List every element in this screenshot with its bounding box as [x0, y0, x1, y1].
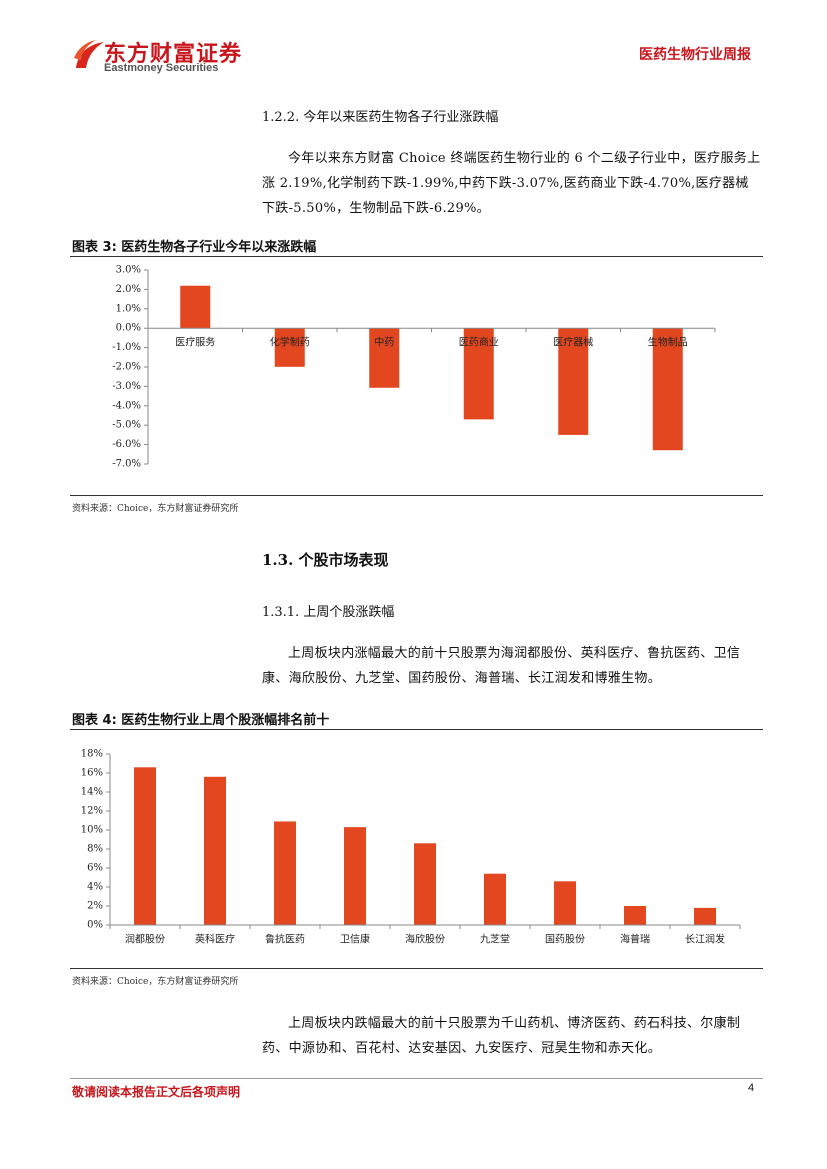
- footer-rule: [70, 1078, 763, 1079]
- x-tick-label: 润都股份: [125, 933, 165, 946]
- y-tick-label: -4.0%: [112, 400, 141, 411]
- y-tick-label: 2%: [87, 901, 103, 912]
- y-tick-label: 14%: [81, 787, 103, 798]
- chart: 3.0% 2.0% 1.0% 0.0% -1.0% -2.0% -3.0% -4.0% -5.0…: [112, 265, 716, 470]
- x-tick-label: 国药股份: [545, 934, 585, 946]
- bar: [652, 328, 683, 451]
- bar: [134, 767, 156, 925]
- y-tick-label: -7.0%: [112, 459, 141, 470]
- y-tick-label: -1.0%: [112, 342, 141, 353]
- y-tick-label: 4%: [87, 882, 103, 893]
- y-tick-label: -3.0%: [112, 381, 141, 392]
- source-note: 资料来源：Choice，东方财富证券研究所: [72, 977, 239, 987]
- section-heading: 1.2.2. 今年以来医药生物各子行业涨跌幅: [262, 110, 499, 125]
- x-tick-label: 医药商业: [459, 336, 499, 349]
- x-tick-label: 医疗服务: [175, 336, 215, 349]
- y-tick-label: 16%: [81, 768, 103, 779]
- y-tick-label: 10%: [81, 825, 103, 836]
- x-tick-label: 鲁抗医药: [265, 933, 305, 946]
- x-tick-label: 九芝堂: [480, 933, 510, 946]
- disclaimer: 敬请阅读本报告正文后各项声明: [72, 1085, 241, 1099]
- section-heading: 1.3. 个股市场表现: [262, 551, 389, 569]
- y-tick-label: 1.0%: [116, 303, 141, 314]
- y-tick-label: -6.0%: [112, 439, 141, 450]
- y-tick-label: 6%: [87, 863, 103, 874]
- logo-en: Eastmoney Securities: [104, 62, 219, 74]
- y-tick-label: 8%: [87, 844, 103, 855]
- bar: [463, 328, 494, 420]
- report-type: 医药生物行业周报: [639, 47, 751, 63]
- x-tick-label: 海普瑞: [620, 933, 650, 946]
- bar: [484, 873, 506, 925]
- bar: [274, 328, 305, 367]
- bar: [554, 881, 576, 925]
- bar: [274, 821, 296, 925]
- x-tick-label: 海欣股份: [405, 933, 445, 946]
- x-tick-label: 中药: [374, 336, 394, 349]
- x-tick-label: 英科医疗: [195, 933, 235, 946]
- figure-rule: [70, 495, 763, 496]
- figure-caption: 图表 4: 医药生物行业上周个股涨幅排名前十: [72, 713, 330, 728]
- y-tick-label: 18%: [81, 749, 103, 760]
- paragraph: 今年以来东方财富 Choice 终端医药生物行业的 6 个二级子行业中，医疗服务…: [262, 151, 761, 216]
- bar: [204, 776, 226, 925]
- y-tick-label: 0.0%: [116, 323, 141, 334]
- section-heading: 1.3.1. 上周个股涨跌幅: [262, 605, 395, 620]
- x-tick-label: 生物制品: [648, 336, 688, 349]
- bar: [369, 328, 400, 388]
- paragraph: 上周板块内跌幅最大的前十只股票为千山药机、博济医药、药石科技、尔康制药、中源协和…: [262, 1016, 741, 1056]
- bar: [344, 827, 366, 925]
- y-tick-label: 0%: [87, 920, 103, 931]
- chart: 0% 2% 4% 6% 8% 10% 12% 14% 16% 18% 润都股份 英科医疗 鲁抗医药 卫信康…: [81, 749, 741, 946]
- source-note: 资料来源：Choice，东方财富证券研究所: [72, 504, 239, 514]
- page-number: 4: [748, 1082, 755, 1094]
- bar: [624, 906, 646, 925]
- bar: [414, 843, 436, 925]
- caption-rule: [70, 256, 763, 257]
- x-tick-label: 长江润发: [685, 933, 725, 946]
- logo-cn: 东方财富证券: [104, 42, 243, 67]
- figure-caption: 图表 3: 医药生物各子行业今年以来涨跌幅: [72, 240, 317, 255]
- y-tick-label: -2.0%: [112, 362, 141, 373]
- x-tick-label: 化学制药: [270, 336, 310, 349]
- y-tick-label: -5.0%: [112, 420, 141, 431]
- bar: [694, 907, 716, 925]
- bar: [558, 328, 589, 435]
- x-tick-label: 医疗器械: [553, 336, 593, 349]
- bar: [180, 285, 211, 329]
- paragraph: 上周板块内涨幅最大的前十只股票为海润都股份、英科医疗、鲁抗医药、卫信康、海欣股份…: [262, 646, 741, 686]
- y-tick-label: 2.0%: [116, 284, 141, 295]
- y-tick-label: 3.0%: [116, 265, 141, 276]
- x-tick-label: 卫信康: [340, 933, 370, 946]
- figure-rule: [70, 968, 763, 969]
- caption-rule: [70, 729, 763, 730]
- y-tick-label: 12%: [81, 806, 103, 817]
- logo-icon: [74, 40, 104, 68]
